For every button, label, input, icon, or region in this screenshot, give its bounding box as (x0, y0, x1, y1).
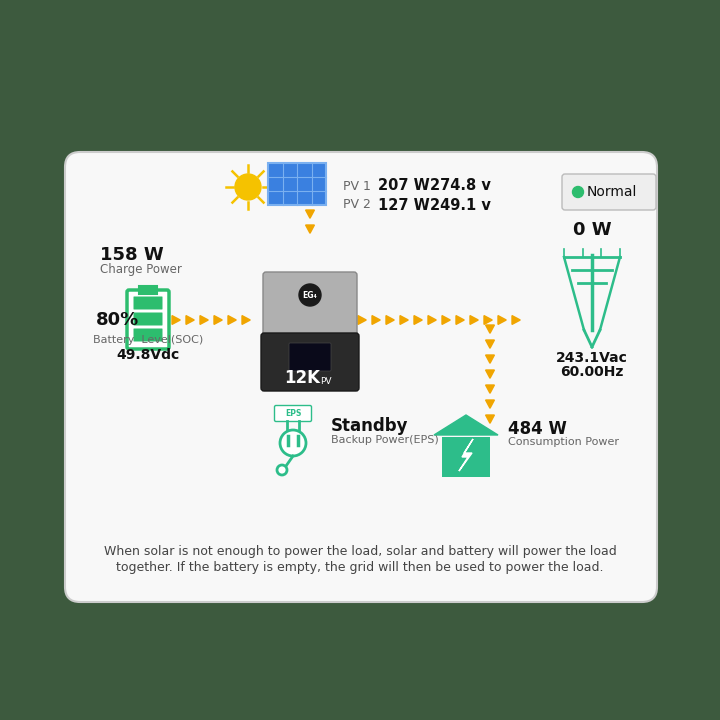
Circle shape (572, 186, 583, 197)
Text: 12K: 12K (284, 369, 320, 387)
Text: 80%: 80% (96, 311, 139, 329)
Polygon shape (186, 315, 194, 325)
FancyBboxPatch shape (268, 163, 326, 205)
Text: together. If the battery is empty, the grid will then be used to power the load.: together. If the battery is empty, the g… (116, 562, 604, 575)
Polygon shape (459, 439, 473, 471)
Text: 49.8Vdc: 49.8Vdc (117, 348, 179, 362)
Circle shape (235, 174, 261, 200)
Polygon shape (442, 315, 450, 325)
Text: 249.1 v: 249.1 v (430, 197, 491, 212)
FancyBboxPatch shape (289, 343, 331, 371)
Polygon shape (372, 315, 380, 325)
FancyBboxPatch shape (263, 272, 357, 343)
FancyBboxPatch shape (133, 297, 163, 310)
Polygon shape (485, 325, 495, 333)
Text: PV: PV (320, 377, 332, 387)
Polygon shape (434, 415, 498, 435)
Text: When solar is not enough to power the load, solar and battery will power the loa: When solar is not enough to power the lo… (104, 546, 616, 559)
Polygon shape (228, 315, 236, 325)
Polygon shape (512, 315, 521, 325)
Text: Consumption Power: Consumption Power (508, 437, 619, 447)
Text: Charge Power: Charge Power (100, 264, 182, 276)
Polygon shape (498, 315, 506, 325)
Text: PV 2: PV 2 (343, 199, 371, 212)
FancyBboxPatch shape (274, 405, 312, 421)
Polygon shape (200, 315, 208, 325)
Text: 60.00Hz: 60.00Hz (560, 365, 624, 379)
Polygon shape (400, 315, 408, 325)
Polygon shape (386, 315, 395, 325)
Text: Standby: Standby (331, 417, 408, 435)
Polygon shape (214, 315, 222, 325)
Text: 243.1Vac: 243.1Vac (556, 351, 628, 365)
Polygon shape (485, 415, 495, 423)
Text: 127 W: 127 W (378, 197, 430, 212)
Polygon shape (414, 315, 422, 325)
Polygon shape (485, 340, 495, 348)
Text: 274.8 v: 274.8 v (430, 179, 491, 194)
Text: PV 1: PV 1 (343, 179, 371, 192)
Polygon shape (172, 315, 180, 325)
FancyBboxPatch shape (127, 290, 169, 349)
Text: EPS: EPS (285, 409, 301, 418)
Polygon shape (305, 210, 315, 218)
Polygon shape (485, 370, 495, 378)
FancyBboxPatch shape (133, 328, 163, 341)
Polygon shape (242, 315, 251, 325)
Circle shape (299, 284, 321, 306)
Text: Battery  Level(SOC): Battery Level(SOC) (93, 335, 203, 345)
Text: 0 W: 0 W (572, 221, 611, 239)
Text: 158 W: 158 W (100, 246, 163, 264)
Circle shape (277, 465, 287, 475)
Text: 207 W: 207 W (378, 179, 430, 194)
Text: Backup Power(EPS): Backup Power(EPS) (331, 435, 438, 445)
Polygon shape (470, 315, 478, 325)
FancyBboxPatch shape (139, 286, 157, 294)
Polygon shape (428, 315, 436, 325)
Text: Normal: Normal (587, 185, 637, 199)
Polygon shape (305, 225, 315, 233)
FancyBboxPatch shape (133, 312, 163, 325)
FancyBboxPatch shape (442, 437, 490, 477)
Polygon shape (456, 315, 464, 325)
Text: 484 W: 484 W (508, 420, 567, 438)
Polygon shape (485, 385, 495, 393)
Polygon shape (358, 315, 366, 325)
Polygon shape (485, 355, 495, 364)
FancyBboxPatch shape (261, 333, 359, 391)
Text: EG₄: EG₄ (302, 290, 318, 300)
FancyBboxPatch shape (65, 152, 657, 602)
Polygon shape (485, 400, 495, 408)
Circle shape (280, 430, 306, 456)
Polygon shape (484, 315, 492, 325)
FancyBboxPatch shape (562, 174, 656, 210)
